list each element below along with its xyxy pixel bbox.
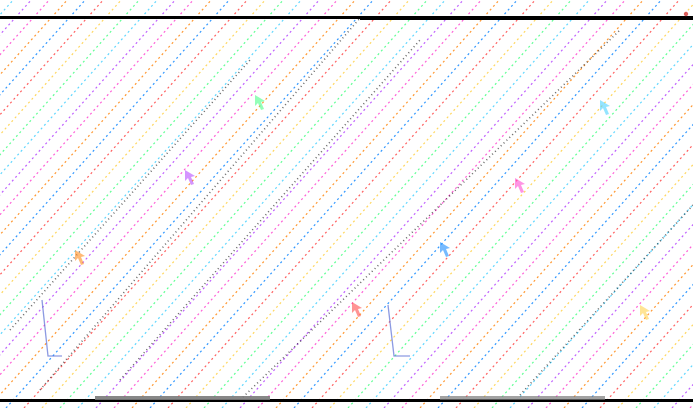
diagonal-noise-line — [347, 23, 693, 408]
left-step-path — [41, 299, 62, 357]
bottom-progress-segment-2 — [440, 396, 605, 400]
diagonal-noise-line — [599, 303, 693, 408]
diagonal-noise-line — [0, 0, 338, 376]
diagonal-noise-line — [581, 283, 693, 408]
diagonal-noise-line — [257, 0, 626, 408]
diagonal-noise-line — [329, 3, 693, 408]
diagonal-noise-line — [311, 0, 680, 408]
diagonal-noise-line — [59, 0, 428, 408]
diagonal-noise-line — [455, 143, 693, 408]
diagonal-noise-line — [149, 0, 518, 408]
diagonal-noise-line — [0, 0, 320, 356]
mid-step-path — [387, 304, 410, 357]
diagonal-noise-line — [5, 0, 374, 408]
top-border — [0, 16, 693, 19]
cursor-marker-icon — [640, 305, 650, 320]
diagonal-noise-line — [401, 83, 693, 408]
diagonal-dark-stroke-2 — [239, 29, 621, 401]
diagonal-noise-line — [617, 323, 693, 408]
bottom-progress-segment-1 — [95, 396, 270, 400]
diagonal-dark-stroke-4 — [519, 204, 693, 396]
diagonal-noise-line — [365, 43, 693, 408]
diagonal-noise-line — [203, 0, 572, 408]
diagonal-noise-line — [77, 0, 446, 408]
diagonal-noise-line — [185, 0, 554, 408]
bottom-border — [0, 399, 693, 402]
diagonal-noise-line — [275, 0, 644, 408]
diagonal-noise-line — [293, 0, 662, 408]
diagonal-noise-line — [95, 0, 464, 408]
diagonal-noise-line — [509, 203, 693, 408]
diagonal-noise-line — [383, 63, 693, 408]
diagonal-noise-line — [491, 183, 693, 408]
diagonal-noise-line — [23, 0, 392, 408]
cursor-marker-icon — [352, 302, 362, 317]
diagonal-noise-line — [131, 0, 500, 408]
cursor-marker-icon — [440, 242, 450, 257]
diagonal-noise-line — [221, 0, 590, 408]
top-border-right-segment — [360, 17, 693, 20]
cursor-marker-icon — [255, 95, 265, 110]
diagonal-noise-line — [473, 163, 693, 408]
diagonal-noise-line — [527, 223, 693, 408]
diagonal-noise-line — [41, 0, 410, 408]
diagonal-noise-line — [437, 123, 693, 408]
cursor-marker-icon — [515, 178, 525, 193]
diagonal-noise-line — [563, 263, 693, 408]
corner-marker-icon — [683, 11, 689, 17]
diagonal-noise-line — [113, 0, 482, 408]
diagonal-dark-stroke-1 — [39, 17, 361, 391]
cursor-marker-icon — [600, 100, 610, 115]
diagonal-dark-stroke-5 — [9, 59, 251, 331]
diagonal-noise-line — [0, 0, 356, 396]
diagonal-noise-line — [545, 243, 693, 408]
diagonal-noise-line — [419, 103, 693, 408]
cursor-marker-icon — [75, 250, 85, 265]
diagonal-noise-line — [167, 0, 536, 408]
diagonal-noise-line — [239, 0, 608, 408]
cursor-marker-icon — [185, 170, 195, 185]
